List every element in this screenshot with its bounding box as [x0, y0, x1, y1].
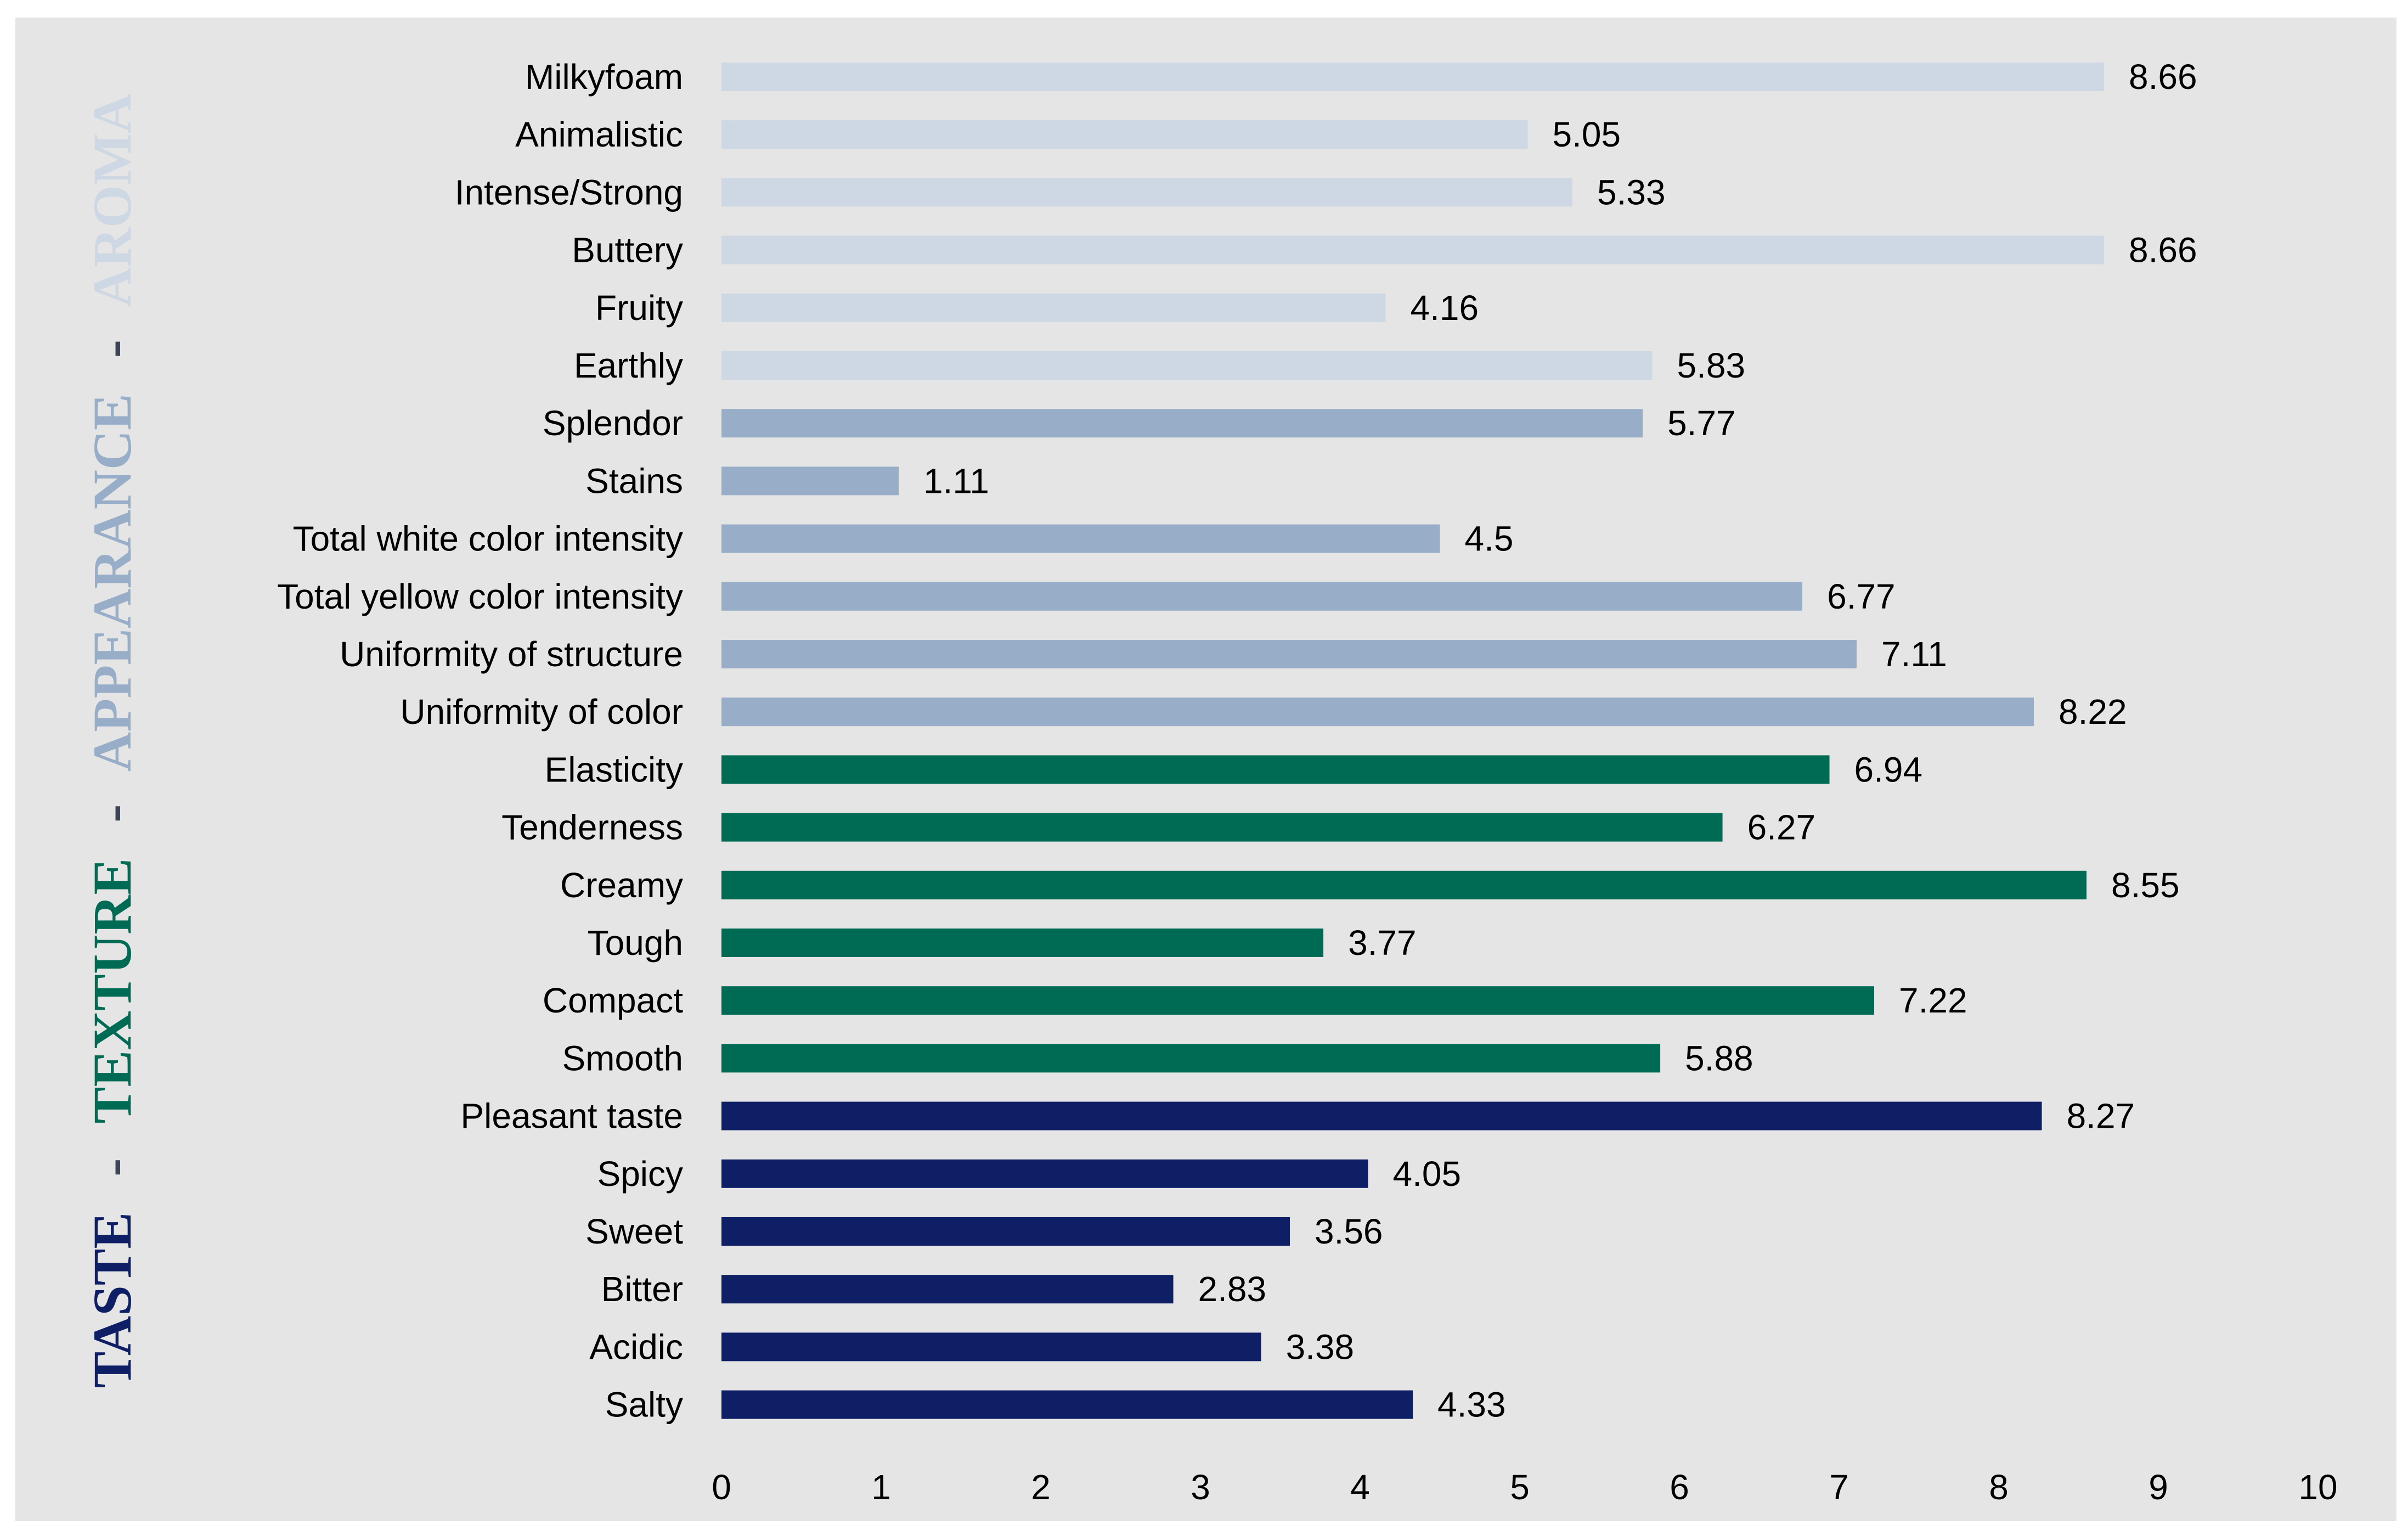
category-label: Uniformity of structure	[340, 634, 683, 674]
category-label: Total white color intensity	[293, 519, 683, 559]
category-label: Animalistic	[515, 115, 683, 154]
bar-taste	[721, 1101, 2042, 1130]
value-label: 4.05	[1393, 1154, 1462, 1194]
value-label: 5.83	[1677, 346, 1746, 385]
value-label: 6.77	[1827, 577, 1896, 616]
category-label: Intense/Strong	[455, 172, 683, 212]
category-label: Earthly	[574, 346, 683, 385]
category-label: Buttery	[572, 230, 683, 270]
category-label: Tenderness	[501, 808, 683, 847]
value-label: 5.33	[1597, 172, 1666, 212]
category-label: Elasticity	[545, 750, 684, 789]
x-axis-ticks: 0 1 2 3 4 5 6 7 8 9 10	[712, 1467, 2337, 1507]
category-label: Salty	[605, 1385, 683, 1425]
x-tick-label: 5	[1510, 1467, 1530, 1507]
bar-taste	[721, 1275, 1174, 1304]
category-label: Fruity	[595, 288, 683, 328]
value-label: 4.33	[1437, 1385, 1506, 1425]
category-label: Splendor	[543, 403, 683, 443]
bar-taste	[721, 1159, 1368, 1188]
separator-1: -	[82, 1158, 143, 1177]
value-label: 3.56	[1315, 1212, 1383, 1251]
value-label: 6.27	[1747, 808, 1816, 847]
bar-texture	[721, 986, 1875, 1015]
bar-appearance	[721, 524, 1440, 553]
value-label: 8.66	[2129, 57, 2197, 97]
value-label: 1.11	[923, 461, 989, 500]
category-label: Stains	[585, 461, 683, 500]
bar-taste	[721, 1217, 1290, 1246]
category-label: Uniformity of color	[400, 692, 683, 732]
bar-appearance	[721, 697, 2034, 727]
taste-group-label: TASTE	[82, 1212, 143, 1388]
value-label: 3.38	[1286, 1327, 1355, 1366]
category-label: Creamy	[560, 865, 683, 905]
bar-aroma	[721, 351, 1653, 380]
separator-2: -	[82, 804, 143, 823]
value-label: 4.16	[1411, 288, 1479, 328]
category-label: Milkyfoam	[525, 57, 683, 97]
x-tick-label: 2	[1031, 1467, 1051, 1507]
bar-aroma	[721, 120, 1528, 149]
x-tick-label: 9	[2148, 1467, 2168, 1507]
x-tick-label: 1	[871, 1467, 891, 1507]
category-label: Spicy	[597, 1154, 684, 1194]
bar-texture	[721, 1044, 1661, 1073]
value-label: 8.27	[2067, 1096, 2135, 1136]
bar-texture	[721, 813, 1723, 842]
bar-taste	[721, 1390, 1413, 1419]
bar-texture	[721, 755, 1830, 784]
x-tick-label: 10	[2298, 1467, 2337, 1507]
category-labels: Milkyfoam Animalistic Intense/Strong Butter…	[277, 57, 683, 1425]
value-label: 2.83	[1198, 1269, 1267, 1309]
x-tick-label: 7	[1829, 1467, 1849, 1507]
aroma-group-label: AROMA	[82, 94, 143, 307]
value-label: 7.22	[1899, 981, 1967, 1020]
value-label: 3.77	[1348, 923, 1417, 963]
x-tick-label: 8	[1989, 1467, 2009, 1507]
x-tick-label: 4	[1350, 1467, 1370, 1507]
value-label: 4.5	[1465, 519, 1514, 559]
bar-aroma	[721, 293, 1386, 322]
value-label: 8.55	[2111, 865, 2180, 905]
bar-appearance	[721, 466, 899, 496]
value-label: 7.11	[1881, 634, 1947, 674]
bar-taste	[721, 1332, 1261, 1361]
texture-group-label: TEXTURE	[82, 858, 143, 1123]
category-label: Smooth	[562, 1038, 683, 1078]
bar-texture	[721, 870, 2087, 899]
bar-appearance	[721, 640, 1857, 668]
value-label: 5.88	[1685, 1038, 1753, 1078]
bar-texture	[721, 929, 1324, 957]
x-tick-label: 6	[1670, 1467, 1689, 1507]
category-label: Acidic	[589, 1327, 683, 1366]
bar-appearance	[721, 582, 1803, 611]
value-label: 5.77	[1667, 403, 1736, 443]
appearance-group-label: APPEARANCE	[82, 393, 143, 772]
bar-aroma	[721, 235, 2105, 265]
value-labels: 8.66 5.05 5.33 8.66 4.16 5.83 5.77 1.11 4.5 6.77 7…	[923, 57, 2197, 1425]
category-label: Bitter	[601, 1269, 683, 1309]
category-label: Tough	[588, 923, 683, 963]
bar-aroma	[721, 178, 1573, 207]
value-label: 6.94	[1854, 750, 1923, 789]
bars	[721, 63, 2105, 1419]
value-label: 8.22	[2059, 692, 2127, 732]
category-label: Total yellow color intensity	[277, 577, 683, 616]
y-axis-group-label: TASTE - TEXTURE - APPEARANCE - AROMA	[82, 94, 143, 1388]
bar-appearance	[721, 409, 1643, 438]
x-tick-label: 0	[712, 1467, 731, 1507]
category-label: Sweet	[585, 1212, 683, 1251]
category-label: Compact	[543, 981, 683, 1020]
x-tick-label: 3	[1191, 1467, 1210, 1507]
value-label: 5.05	[1553, 115, 1621, 154]
bar-aroma	[721, 63, 2105, 91]
separator-3: -	[82, 340, 143, 358]
category-label: Pleasant taste	[460, 1096, 683, 1136]
value-label: 8.66	[2129, 230, 2197, 270]
